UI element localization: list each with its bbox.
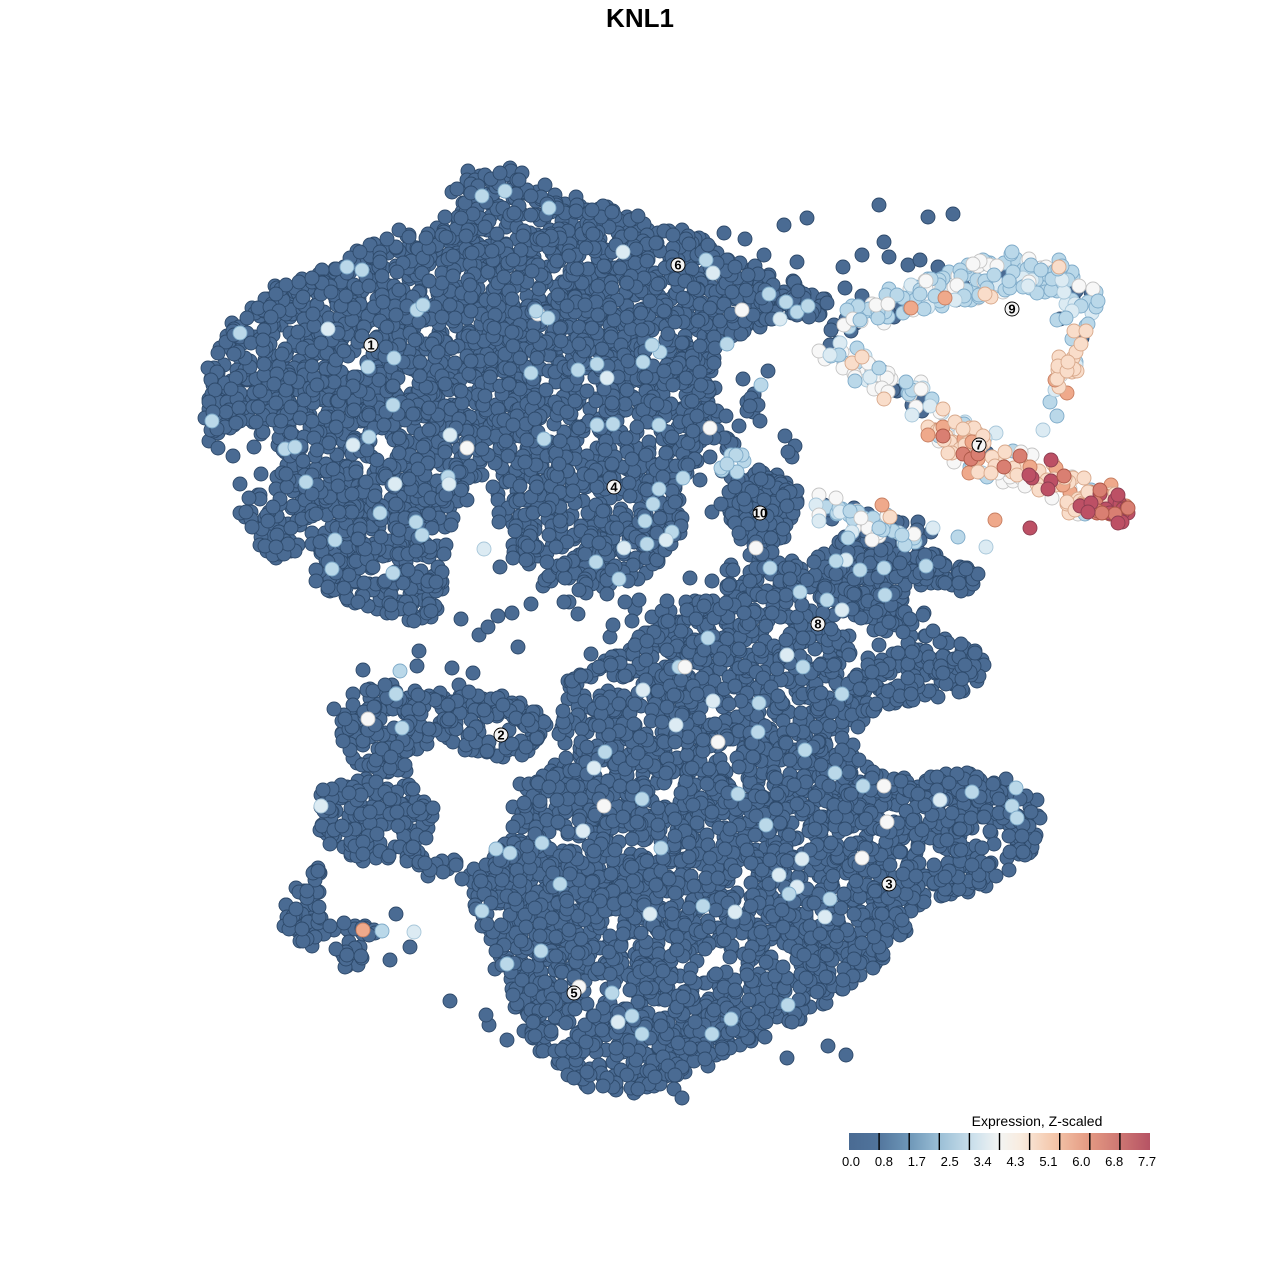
svg-text:KNL1: KNL1 (606, 3, 674, 33)
